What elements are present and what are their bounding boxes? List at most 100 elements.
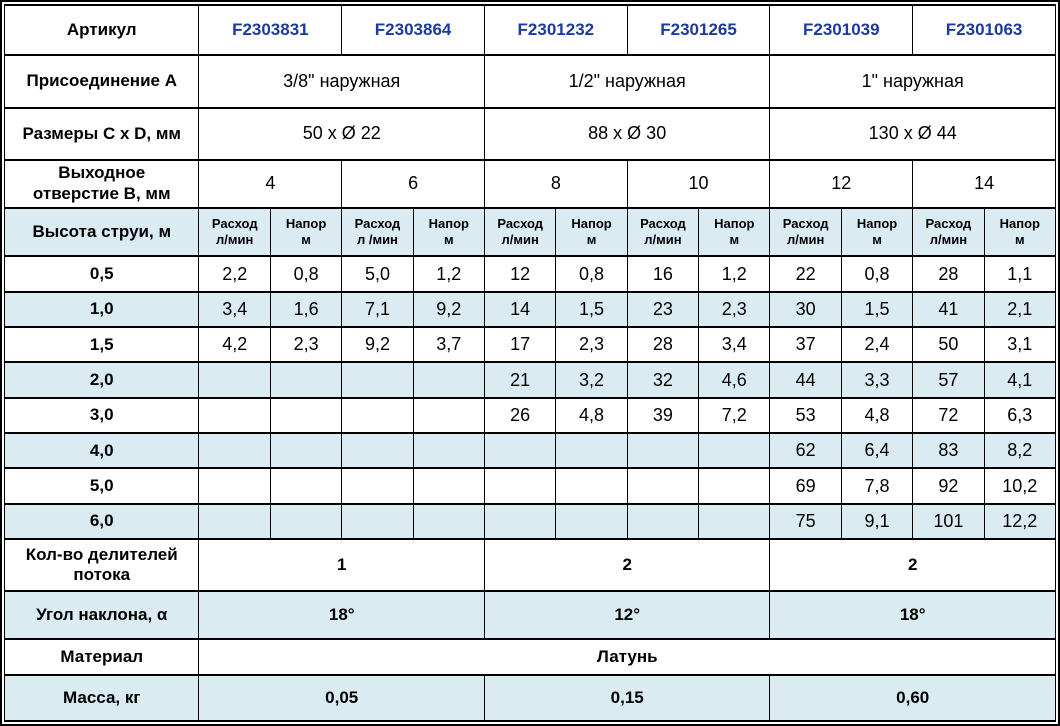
data-cell: 39 bbox=[626, 396, 700, 435]
data-cell: 2,3 bbox=[698, 290, 771, 329]
data-cell: 7,8 bbox=[840, 467, 914, 505]
data-cell bbox=[626, 502, 700, 541]
data-cell bbox=[269, 396, 343, 435]
jet-height-value: 2,0 bbox=[3, 361, 200, 399]
data-cell bbox=[698, 467, 771, 505]
connection-value: 1/2" наружная bbox=[483, 53, 771, 109]
jet-data-row: 3,0 26 4,8 39 7,2 53 4,8 72 6,3 bbox=[3, 396, 1057, 435]
outlet-value: 6 bbox=[341, 158, 485, 209]
outlet-row: Выходное отверстие B, мм 4 6 8 10 12 14 bbox=[3, 158, 1056, 209]
data-cell: 3,1 bbox=[983, 326, 1057, 364]
flow-dividers-row: Кол-во делителей потока 1 2 2 bbox=[3, 538, 1056, 593]
data-cell: 22 bbox=[769, 255, 842, 293]
flow-column-header: Расход л/мин bbox=[769, 206, 842, 258]
data-cell bbox=[341, 396, 414, 435]
connection-row-label: Присоединение А bbox=[3, 53, 200, 109]
jet-data-row: 0,5 2,2 0,8 5,0 1,2 12 0,8 16 1,2 22 0,8 28 1,1 bbox=[3, 255, 1057, 293]
material-row-label: Материал bbox=[3, 637, 200, 677]
data-cell: 0,8 bbox=[840, 255, 914, 293]
data-cell: 3,4 bbox=[198, 290, 271, 329]
data-cell bbox=[198, 396, 271, 435]
data-cell: 14 bbox=[483, 290, 557, 329]
outlet-value: 12 bbox=[769, 158, 914, 209]
data-cell: 4,2 bbox=[198, 326, 271, 364]
data-cell: 12 bbox=[483, 255, 557, 293]
data-cell bbox=[626, 432, 700, 470]
connection-value: 1" наружная bbox=[769, 53, 1056, 109]
article-number: F2303831 bbox=[198, 4, 343, 56]
data-cell bbox=[483, 467, 557, 505]
mass-row-label: Масса, кг bbox=[3, 674, 200, 722]
jet-data-row: 5,0 69 7,8 92 10,2 bbox=[3, 467, 1057, 505]
head-column-header: Напор м bbox=[555, 206, 628, 258]
jet-data-row: 4,0 62 6,4 83 8,2 bbox=[3, 432, 1057, 470]
dimensions-row: Размеры C x D, мм 50 x Ø 22 88 x Ø 30 13… bbox=[3, 106, 1056, 161]
data-cell: 7,1 bbox=[341, 290, 414, 329]
head-column-header: Напор м bbox=[269, 206, 343, 258]
jet-height-header-row: Высота струи, м Расход л/мин Напор м Расход л… bbox=[3, 206, 1057, 258]
angle-value: 18° bbox=[769, 590, 1056, 640]
data-cell: 2,1 bbox=[983, 290, 1057, 329]
data-cell: 12,2 bbox=[983, 502, 1057, 541]
dimensions-value: 130 x Ø 44 bbox=[769, 106, 1056, 161]
data-cell bbox=[198, 502, 271, 541]
angle-row-label: Угол наклона, α bbox=[3, 590, 200, 640]
data-cell bbox=[341, 432, 414, 470]
jet-data-row: 6,0 75 9,1 101 12,2 bbox=[3, 502, 1057, 541]
data-cell bbox=[198, 361, 271, 399]
data-cell: 10,2 bbox=[983, 467, 1057, 505]
jet-data-row: 2,0 21 3,2 32 4,6 44 3,3 57 4,1 bbox=[3, 361, 1057, 399]
flow-dividers-value: 2 bbox=[769, 538, 1056, 593]
data-cell: 62 bbox=[769, 432, 842, 470]
data-cell: 1,2 bbox=[698, 255, 771, 293]
mass-value: 0,05 bbox=[198, 674, 485, 722]
data-cell: 9,2 bbox=[341, 326, 414, 364]
data-cell: 17 bbox=[483, 326, 557, 364]
data-cell: 83 bbox=[912, 432, 985, 470]
mass-value: 0,15 bbox=[483, 674, 771, 722]
jet-height-value: 0,5 bbox=[3, 255, 200, 293]
data-cell: 53 bbox=[769, 396, 842, 435]
connection-value: 3/8" наружная bbox=[198, 53, 485, 109]
angle-value: 18° bbox=[198, 590, 485, 640]
data-cell bbox=[412, 432, 485, 470]
flow-column-header: Расход л/мин bbox=[626, 206, 700, 258]
data-cell: 3,3 bbox=[840, 361, 914, 399]
data-cell: 6,4 bbox=[840, 432, 914, 470]
article-number: F2301039 bbox=[769, 4, 914, 56]
data-cell bbox=[412, 502, 485, 541]
data-cell: 0,8 bbox=[269, 255, 343, 293]
data-cell bbox=[555, 502, 628, 541]
data-cell: 50 bbox=[912, 326, 985, 364]
jet-height-value: 5,0 bbox=[3, 467, 200, 505]
article-number: F2301063 bbox=[912, 4, 1056, 56]
flow-dividers-label-line2: потока bbox=[73, 565, 131, 585]
data-cell bbox=[198, 432, 271, 470]
data-cell bbox=[483, 502, 557, 541]
data-cell bbox=[341, 502, 414, 541]
data-cell: 4,8 bbox=[840, 396, 914, 435]
outlet-label-line1: Выходное bbox=[58, 163, 146, 183]
flow-dividers-value: 2 bbox=[483, 538, 771, 593]
dimensions-row-label: Размеры C x D, мм bbox=[3, 106, 200, 161]
data-cell: 2,2 bbox=[198, 255, 271, 293]
data-cell: 2,4 bbox=[840, 326, 914, 364]
flow-column-header: Расход л /мин bbox=[341, 206, 414, 258]
data-cell: 1,1 bbox=[983, 255, 1057, 293]
data-cell bbox=[269, 361, 343, 399]
data-cell: 2,3 bbox=[269, 326, 343, 364]
angle-value: 12° bbox=[483, 590, 771, 640]
outlet-value: 14 bbox=[912, 158, 1056, 209]
head-column-header: Напор м bbox=[983, 206, 1057, 258]
angle-row: Угол наклона, α 18° 12° 18° bbox=[3, 590, 1056, 640]
outlet-row-label: Выходное отверстие B, мм bbox=[3, 158, 200, 209]
data-cell: 4,8 bbox=[555, 396, 628, 435]
jet-height-value: 4,0 bbox=[3, 432, 200, 470]
outlet-value: 4 bbox=[198, 158, 343, 209]
data-cell: 9,2 bbox=[412, 290, 485, 329]
jet-height-value: 6,0 bbox=[3, 502, 200, 541]
article-row-label: Артикул bbox=[3, 4, 200, 56]
data-cell bbox=[626, 467, 700, 505]
data-cell: 37 bbox=[769, 326, 842, 364]
